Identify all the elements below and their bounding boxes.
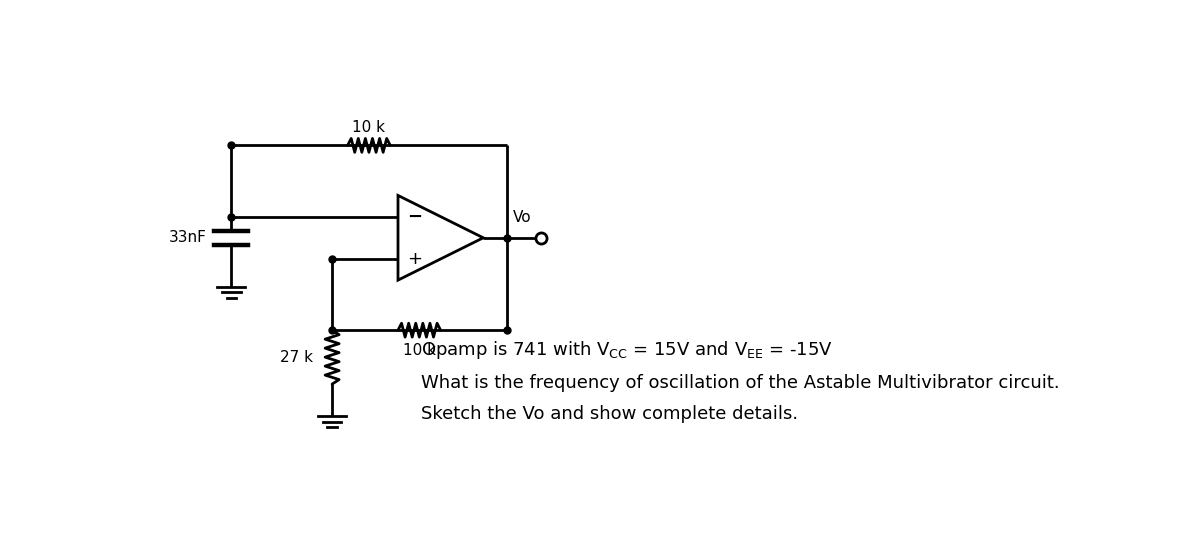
Text: +: + (407, 250, 422, 268)
Text: Vo: Vo (512, 209, 532, 224)
Text: What is the frequency of oscillation of the Astable Multivibrator circuit.: What is the frequency of oscillation of … (421, 374, 1060, 392)
Text: −: − (407, 208, 422, 226)
Text: Sketch the Vo and show complete details.: Sketch the Vo and show complete details. (421, 404, 798, 423)
Text: 10 k: 10 k (353, 120, 385, 135)
Text: Opamp is 741 with $\mathregular{V_{CC}}$ = 15V and $\mathregular{V_{EE}}$ = -15V: Opamp is 741 with $\mathregular{V_{CC}}$… (421, 339, 833, 361)
Text: 10 k: 10 k (403, 343, 436, 358)
Text: 27 k: 27 k (280, 350, 313, 365)
Text: 33nF: 33nF (169, 230, 206, 245)
